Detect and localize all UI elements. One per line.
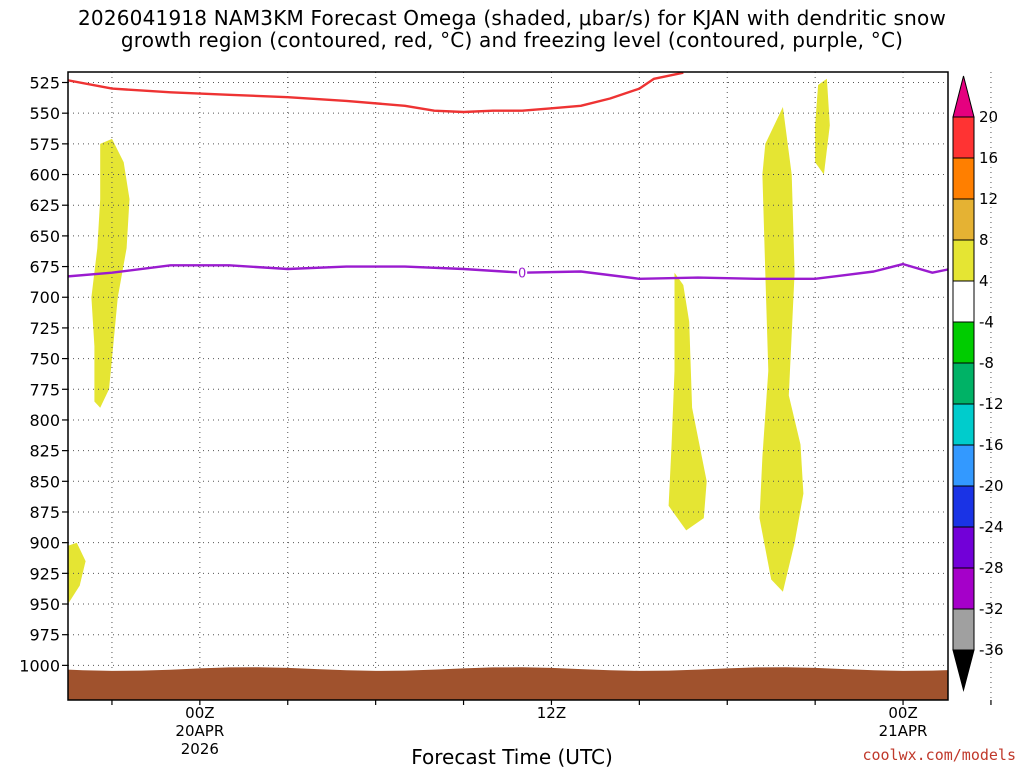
freezing-level-contour-label: 0 [1016, 254, 1024, 269]
freezing-level-contour-label: 0 [518, 267, 526, 282]
credit-text: coolwx.com/models [862, 746, 1016, 764]
y-tick-label: 575 [29, 135, 60, 154]
colorbar-label: -28 [979, 559, 1004, 577]
fl-label-bg-1 [1015, 252, 1024, 268]
colorbar-band-9 [952, 485, 975, 528]
colorbar-band-7 [952, 403, 975, 446]
colorbar-band-6 [952, 362, 975, 405]
y-tick-label: 1000 [19, 656, 60, 675]
colorbar-label: 16 [979, 149, 998, 167]
colorbar-top-arrow [952, 75, 975, 118]
omega-region-3 [759, 107, 804, 592]
omega-region-1 [68, 542, 86, 604]
y-tick-label: 750 [29, 350, 60, 369]
x-tick-label: 20APR [175, 722, 224, 740]
colorbar-bottom-arrow [952, 649, 975, 692]
colorbar-label: -4 [979, 313, 994, 331]
omega-shading [68, 78, 830, 604]
colorbar-band-1 [952, 157, 975, 200]
colorbar-band-0 [952, 116, 975, 159]
fl-label-bg-0 [517, 264, 528, 281]
colorbar: 20 16 12 8 4 -4 -8 -12 -16 -20 -24 -28 -32 -36 [952, 75, 1004, 692]
colorbar-label: 4 [979, 272, 989, 290]
colorbar-label: -16 [979, 436, 1004, 454]
terrain-fill [68, 667, 948, 700]
y-tick-label: 950 [29, 595, 60, 614]
contour-lines: 00 [68, 72, 1024, 282]
x-tick-label: 2026 [181, 740, 219, 758]
x-axis: 00Z20APR202612Z00Z21APR12Z00Z22APR [111, 700, 992, 758]
omega-region-4 [815, 78, 830, 175]
plot-frame [67, 71, 949, 701]
colorbar-label: -20 [979, 477, 1004, 495]
colorbar-label: 20 [979, 108, 998, 126]
x-axis-label: Forecast Time (UTC) [411, 745, 613, 769]
y-tick-label: 925 [29, 564, 60, 583]
x-tick-label: 00Z [185, 704, 214, 722]
dgz-contour-line [68, 72, 684, 114]
y-tick-label: 725 [29, 319, 60, 338]
freezing-level-line [68, 262, 948, 280]
y-tick-label: 650 [29, 227, 60, 246]
y-axis: 525 550 575 600 625 650 675 700 725 750 775 800 825 8… [19, 74, 68, 675]
colorbar-label: 12 [979, 190, 998, 208]
colorbar-band-2 [952, 198, 975, 241]
y-tick-label: 875 [29, 503, 60, 522]
y-tick-label: 900 [29, 534, 60, 553]
x-tick-label: 21APR [879, 722, 928, 740]
colorbar-band-12 [952, 608, 975, 651]
colorbar-label: -24 [979, 518, 1004, 536]
chart-title-line2: growth region (contoured, red, °C) and f… [120, 28, 904, 52]
colorbar-band-3 [952, 239, 975, 282]
y-tick-label: 550 [29, 104, 60, 123]
colorbar-label: -12 [979, 395, 1004, 413]
grid-lines [68, 72, 992, 700]
y-tick-label: 800 [29, 411, 60, 430]
y-tick-label: 975 [29, 626, 60, 645]
y-tick-label: 775 [29, 380, 60, 399]
terrain-strip [68, 667, 948, 700]
y-tick-label: 850 [29, 472, 60, 491]
omega-region-2 [668, 272, 707, 531]
y-tick-label: 525 [29, 74, 60, 93]
colorbar-band-4 [952, 280, 975, 323]
y-tick-label: 825 [29, 442, 60, 461]
colorbar-label: -32 [979, 600, 1004, 618]
y-tick-label: 625 [29, 196, 60, 215]
colorbar-band-10 [952, 526, 975, 569]
colorbar-label: -36 [979, 641, 1004, 659]
colorbar-label: -8 [979, 354, 994, 372]
chart-title-line1: 2026041918 NAM3KM Forecast Omega (shaded… [77, 6, 947, 30]
colorbar-label: 8 [979, 231, 989, 249]
x-tick-label: 00Z [888, 704, 917, 722]
y-tick-label: 675 [29, 258, 60, 277]
colorbar-band-11 [952, 567, 975, 610]
y-tick-label: 700 [29, 288, 60, 307]
colorbar-band-5 [952, 321, 975, 364]
x-tick-label: 12Z [537, 704, 566, 722]
y-tick-label: 600 [29, 166, 60, 185]
colorbar-band-8 [952, 444, 975, 487]
